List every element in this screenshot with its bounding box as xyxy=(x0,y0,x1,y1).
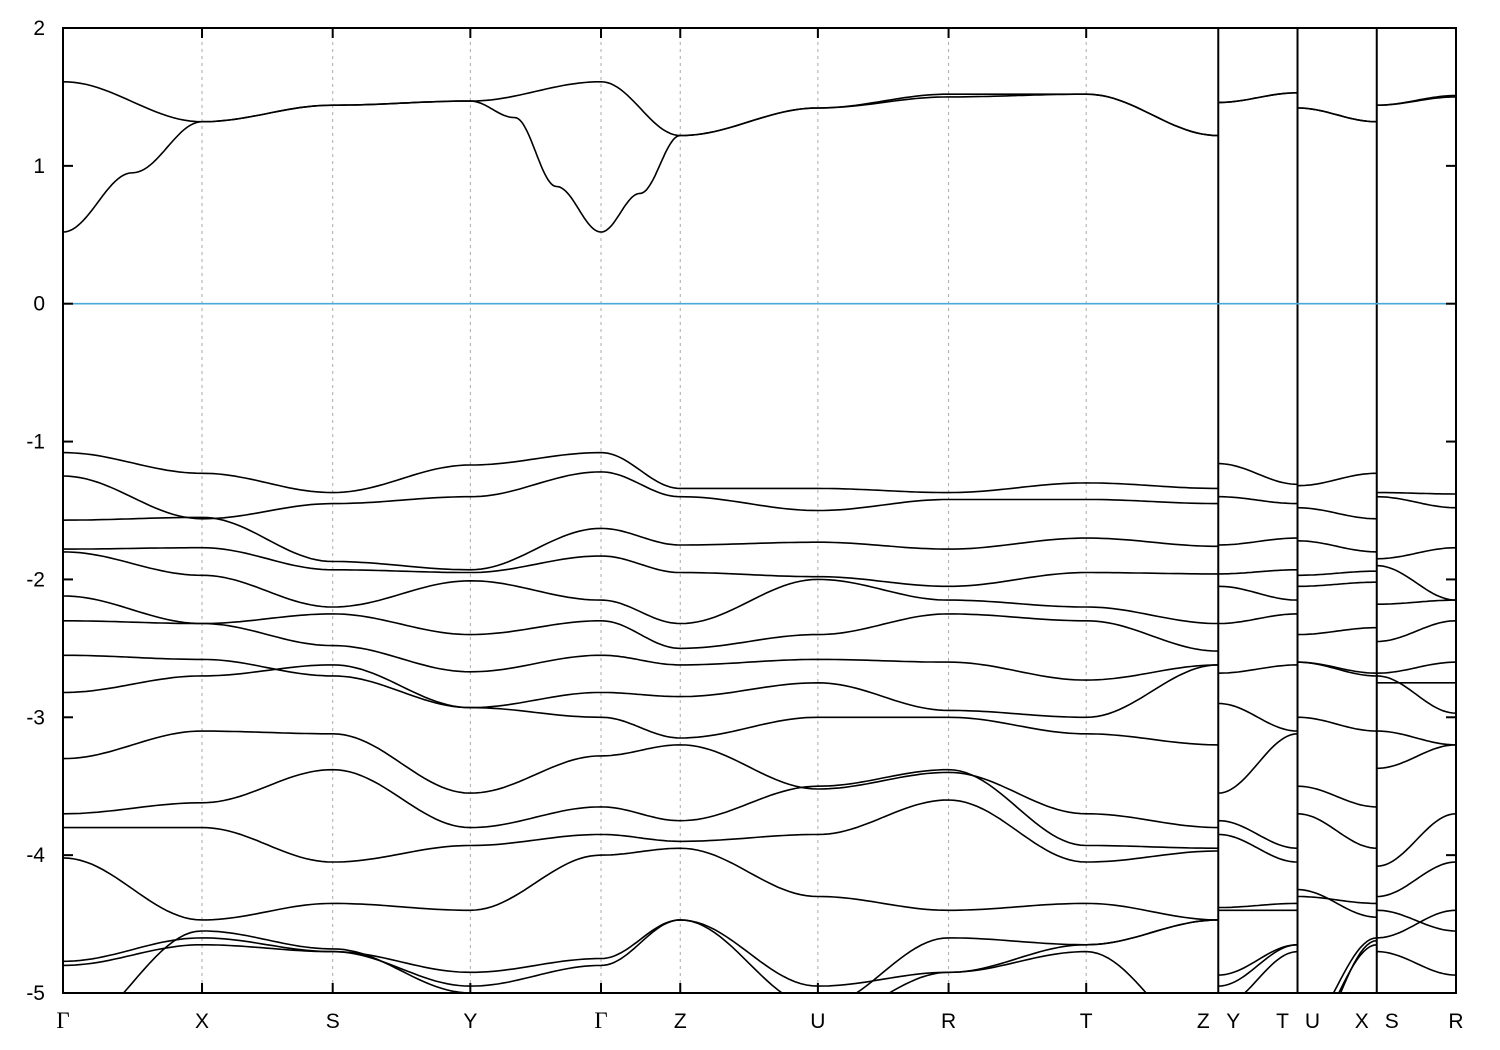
band-line-10 xyxy=(63,664,1219,746)
x-tick-label: U xyxy=(810,1010,825,1033)
y-tick-label: -2 xyxy=(26,568,45,591)
band-line-1 xyxy=(63,81,1219,137)
x-tick-label: S xyxy=(326,1010,340,1033)
band-line-3 xyxy=(1376,495,1456,509)
band-line-11 xyxy=(1297,785,1377,808)
band-line-2 xyxy=(63,451,1219,494)
band-line-4 xyxy=(63,516,1219,571)
band-line-16 xyxy=(1376,950,1456,976)
band-line-1 xyxy=(1297,107,1377,123)
x-tick-label: T xyxy=(1080,1010,1093,1033)
band-line-16 xyxy=(1218,944,1298,987)
band-line-15 xyxy=(1218,944,1298,976)
band-line-8 xyxy=(63,620,1219,681)
band-line-13 xyxy=(1376,813,1456,867)
band-line-5 xyxy=(1218,569,1298,575)
band-line-12 xyxy=(63,768,1219,850)
band-line-16 xyxy=(63,919,1219,993)
band-line-17 xyxy=(1243,950,1298,993)
bands xyxy=(63,81,1456,993)
band-line-7 xyxy=(1297,626,1377,636)
band-line-1 xyxy=(1218,92,1298,104)
band-line-11 xyxy=(1376,730,1456,746)
band-line-14 xyxy=(63,847,1219,921)
band-line-7 xyxy=(1218,613,1298,625)
band-line-13 xyxy=(1218,902,1298,909)
band-line-3 xyxy=(1218,495,1298,505)
band-line-15 xyxy=(1332,937,1377,993)
band-line-1 xyxy=(1376,94,1456,106)
band-line-3 xyxy=(1297,506,1377,520)
band-line-9 xyxy=(1218,702,1298,732)
y-tick-label: 0 xyxy=(33,293,45,316)
band-line-11 xyxy=(1218,819,1298,850)
x-tick-label: Γ xyxy=(56,1008,69,1033)
band-line-5 xyxy=(1376,564,1456,601)
x-tick-label: X xyxy=(195,1010,209,1033)
band-line-4 xyxy=(1218,537,1298,546)
band-line-8 xyxy=(1376,661,1456,674)
band-line-12 xyxy=(1376,744,1456,770)
y-axis: 2 1 0 -1 -2 -3 -4 -5 xyxy=(26,17,1456,1005)
x-tick-label: R xyxy=(1448,1010,1463,1033)
band-line-5 xyxy=(63,546,1219,588)
band-line-6 xyxy=(1218,585,1298,601)
band-line-7 xyxy=(1376,620,1456,643)
x-tick-label: T xyxy=(1276,1010,1289,1033)
grid-lines xyxy=(201,28,1378,993)
band-line-10 xyxy=(1297,716,1377,732)
x-tick-label: U xyxy=(1305,1010,1320,1033)
band-line-14 xyxy=(1297,895,1377,905)
band-line-11 xyxy=(63,730,1219,829)
x-tick-label: X xyxy=(1355,1010,1369,1033)
band-line-7 xyxy=(63,595,1219,652)
band-line-14 xyxy=(1376,861,1456,898)
y-tick-label: 1 xyxy=(33,155,45,178)
band-line-6 xyxy=(1297,581,1377,588)
band-line-17 xyxy=(1339,939,1377,993)
band-line-15 xyxy=(1376,909,1456,939)
band-line-6 xyxy=(63,551,1219,625)
band-line-2 xyxy=(1376,491,1456,495)
y-tick-label: -4 xyxy=(26,844,45,867)
x-tick-label: Z xyxy=(674,1010,687,1033)
x-tick-label: Γ xyxy=(594,1008,607,1033)
band-line-17 xyxy=(122,930,1148,993)
x-tick-label: Z xyxy=(1197,1010,1210,1033)
band-line-4 xyxy=(1376,546,1456,560)
band-line-12 xyxy=(1218,833,1298,863)
band-line-8 xyxy=(1218,664,1298,674)
band-line-9 xyxy=(1297,661,1377,674)
x-tick-label: S xyxy=(1385,1010,1399,1033)
band-line-10 xyxy=(1218,733,1298,794)
band-line-8 xyxy=(1297,661,1377,677)
y-tick-label: -1 xyxy=(26,431,45,454)
x-tick-label: Y xyxy=(463,1010,477,1033)
band-line-2 xyxy=(1218,462,1298,486)
band-line-13 xyxy=(63,799,1219,863)
band-line-16 xyxy=(1337,944,1377,993)
band-line-13 xyxy=(1297,888,1377,918)
x-tick-label: Y xyxy=(1226,1010,1240,1033)
band-line-3 xyxy=(63,471,1219,520)
band-line-12 xyxy=(1297,813,1377,850)
band-line-6 xyxy=(1376,599,1456,605)
x-tick-label: R xyxy=(941,1010,956,1033)
band-line-5 xyxy=(1297,570,1377,577)
band-line-10 xyxy=(1376,675,1456,714)
band-line-2 xyxy=(1297,472,1377,487)
band-line-4 xyxy=(1297,540,1377,553)
band-line-17 xyxy=(1376,909,1456,932)
band-line-0 xyxy=(63,93,1219,233)
band-line-9 xyxy=(63,654,1219,719)
y-tick-label: 2 xyxy=(33,17,45,40)
y-tick-label: -3 xyxy=(26,706,45,729)
band-line-15 xyxy=(63,919,1219,987)
y-tick-label: -5 xyxy=(26,982,45,1005)
plot-frame xyxy=(62,27,1457,994)
